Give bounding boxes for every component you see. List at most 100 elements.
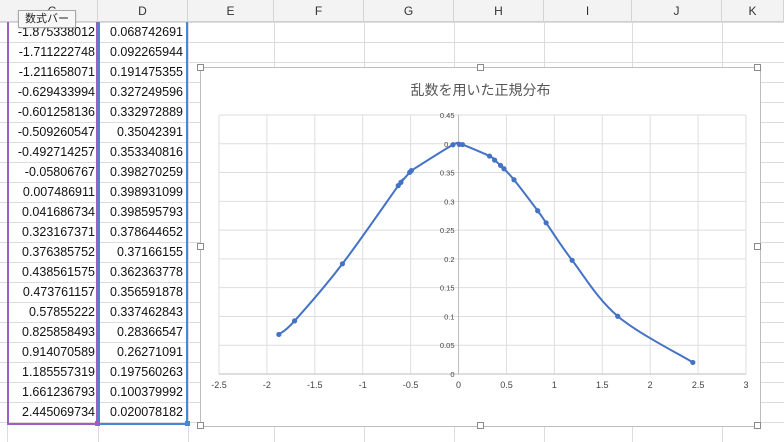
cell-c[interactable]: 0.323167371 — [22, 225, 95, 239]
cell-d[interactable]: 0.332972889 — [110, 105, 183, 119]
column-gridline — [188, 22, 189, 442]
chart-resize-handle[interactable] — [477, 422, 484, 429]
data-point — [497, 162, 504, 169]
column-header-k[interactable]: K — [722, 0, 784, 22]
column-header-row: CDEFGHIJK — [0, 0, 784, 22]
cell-c[interactable]: 0.041686734 — [22, 205, 95, 219]
cell-c[interactable]: 0.473761157 — [22, 285, 95, 299]
y-tick-label: 0.3 — [444, 197, 454, 206]
data-point — [615, 313, 621, 319]
formula-bar-tooltip: 数式バー — [18, 10, 76, 28]
chart-resize-handle[interactable] — [197, 422, 204, 429]
x-tick-label: 1.5 — [596, 380, 609, 390]
cell-d[interactable]: 0.26271091 — [116, 345, 183, 359]
cell-d[interactable]: 0.398931099 — [110, 185, 183, 199]
plot-area: -2.5 -2 -1.5 -1 -0.5 0 0.5 1 1.5 2 2.5 3 0 0.05 0.1 0.1… — [211, 111, 748, 390]
column-d-selection — [98, 22, 188, 425]
column-header-j[interactable]: J — [632, 0, 722, 22]
cell-d[interactable]: 0.398595793 — [110, 205, 183, 219]
cell-c[interactable]: 1.661236793 — [22, 385, 95, 399]
row-gridline — [0, 62, 784, 63]
x-tick-label: -2 — [263, 380, 271, 390]
x-tick-label: -0.5 — [403, 380, 419, 390]
row-gridline — [0, 42, 784, 43]
chart-resize-handle[interactable] — [197, 64, 204, 71]
cell-c[interactable]: -0.509260547 — [17, 125, 95, 139]
y-tick-label: 0.35 — [440, 169, 455, 178]
cell-c[interactable]: 0.007486911 — [22, 185, 95, 199]
cell-c[interactable]: -0.601258136 — [17, 105, 95, 119]
cell-d[interactable]: 0.197560263 — [110, 365, 183, 379]
cell-c[interactable]: 1.185557319 — [22, 365, 95, 379]
cell-d[interactable]: 0.068742691 — [110, 25, 183, 39]
cell-d[interactable]: 0.398270259 — [110, 165, 183, 179]
y-tick-label: 0.1 — [444, 312, 454, 321]
data-point — [459, 141, 466, 148]
column-header-g[interactable]: G — [364, 0, 454, 22]
x-tick-label: 2.5 — [692, 380, 705, 390]
x-tick-label: 3 — [743, 380, 748, 390]
series-line — [278, 141, 694, 364]
x-tick-label: 2 — [648, 380, 653, 390]
cell-d[interactable]: 0.100379992 — [110, 385, 183, 399]
chart-title[interactable]: 乱数を用いた正規分布 — [410, 82, 551, 98]
cell-c[interactable]: -0.492714257 — [17, 145, 95, 159]
x-tick-label: -1.5 — [307, 380, 323, 390]
column-header-e[interactable]: E — [188, 0, 274, 22]
data-point — [339, 261, 346, 267]
chart-area[interactable]: 乱数を用いた正規分布 -2.5 -2 -1.5 -1 -0.5 0 0.5 1 1.5 2 2.5 3… — [197, 64, 761, 429]
cell-c[interactable]: -0.05806767 — [24, 165, 95, 179]
selection-handle-c[interactable] — [95, 421, 100, 426]
cell-c[interactable]: 0.438561575 — [22, 265, 95, 279]
column-header-f[interactable]: F — [274, 0, 364, 22]
data-point — [486, 153, 493, 159]
cell-d[interactable]: 0.356591878 — [110, 285, 183, 299]
chart-resize-handle[interactable] — [754, 422, 761, 429]
cell-c[interactable]: 0.914070589 — [22, 345, 95, 359]
column-header-i[interactable]: I — [544, 0, 632, 22]
cell-c[interactable]: 0.825858493 — [22, 325, 95, 339]
chart-resize-handle[interactable] — [754, 64, 761, 71]
data-point — [291, 318, 298, 324]
data-point — [535, 208, 541, 214]
chart-resize-handle[interactable] — [754, 243, 761, 250]
row-gridline — [0, 22, 784, 23]
cell-c[interactable]: -1.711222748 — [18, 45, 95, 59]
cell-d[interactable]: 0.378644652 — [110, 225, 183, 239]
cell-d[interactable]: 0.28366547 — [116, 325, 183, 339]
cell-d[interactable]: 0.092265944 — [110, 45, 183, 59]
cell-d[interactable]: 0.353340816 — [110, 145, 183, 159]
data-point — [450, 142, 456, 148]
selection-handle-d[interactable] — [185, 421, 190, 426]
data-point — [398, 179, 404, 185]
cell-c[interactable]: -0.629433994 — [17, 85, 95, 99]
cell-d[interactable]: 0.37166155 — [116, 245, 183, 259]
data-point — [511, 177, 517, 183]
x-tick-label: 1 — [552, 380, 557, 390]
data-point — [690, 359, 696, 366]
column-header-h[interactable]: H — [454, 0, 544, 22]
cell-c[interactable]: 0.57855222 — [28, 305, 95, 319]
data-point — [569, 257, 575, 263]
cell-c[interactable]: 2.445069734 — [22, 405, 95, 419]
cell-d[interactable]: 0.337462843 — [110, 305, 183, 319]
cell-d[interactable]: 0.35042391 — [116, 125, 183, 139]
chart-resize-handle[interactable] — [197, 243, 204, 250]
data-point — [276, 331, 282, 338]
column-header-d[interactable]: D — [98, 0, 188, 22]
cell-d[interactable]: 0.020078182 — [110, 405, 183, 419]
cell-d[interactable]: 0.362363778 — [110, 265, 183, 279]
y-tick-label: 0.45 — [440, 111, 455, 120]
y-tick-label: 0.2 — [444, 255, 454, 264]
chart-resize-handle[interactable] — [477, 64, 484, 71]
cell-d[interactable]: 0.327249596 — [110, 85, 183, 99]
y-tick-label: 0.4 — [444, 140, 454, 149]
y-tick-label: 0.05 — [440, 341, 455, 350]
cell-d[interactable]: 0.191475355 — [110, 65, 183, 79]
cell-c[interactable]: -1.211658071 — [18, 65, 95, 79]
cell-c[interactable]: 0.376385752 — [22, 245, 95, 259]
data-point — [501, 166, 507, 172]
x-tick-label: 0.5 — [500, 380, 513, 390]
cell-c[interactable]: -1.875338012 — [17, 25, 95, 39]
